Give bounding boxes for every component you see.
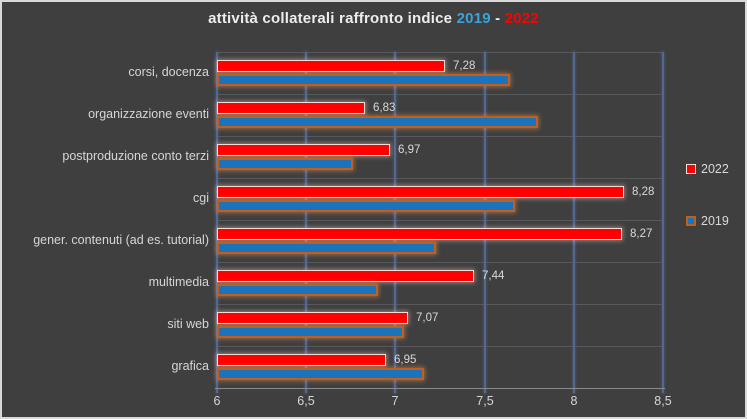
legend-swatch-2019-icon (686, 216, 696, 226)
category-label: siti web (167, 317, 209, 331)
row-separator (217, 94, 663, 95)
category-label: multimedia (148, 275, 209, 289)
bar-2022[interactable] (217, 186, 624, 198)
legend: 2022 2019 (686, 162, 729, 266)
bar-2019[interactable] (217, 158, 353, 170)
bar-2019[interactable] (217, 284, 378, 296)
bar-label: 8,27 (630, 228, 653, 240)
x-axis-line (215, 388, 665, 389)
bar-2019[interactable] (217, 200, 515, 212)
bar-label: 7,07 (416, 312, 439, 324)
row-separator (217, 304, 663, 305)
category-label: grafica (171, 359, 209, 373)
chart-title-separator: - (490, 10, 505, 27)
legend-label: 2019 (701, 214, 729, 228)
x-tick-label: 8,5 (654, 394, 672, 408)
category-label: cgi (193, 191, 209, 205)
bar-2022[interactable] (217, 354, 386, 366)
bar-label: 7,28 (453, 60, 476, 72)
category-label: postproduzione conto terzi (62, 149, 209, 163)
chart-title-text: attività collaterali raffronto indice (208, 10, 457, 27)
legend-item-2022[interactable]: 2022 (686, 162, 729, 176)
bar-label: 7,44 (482, 270, 505, 282)
chart-title-year-2019: 2019 (456, 10, 491, 27)
bar-2019[interactable] (217, 368, 424, 380)
plot-area[interactable]: 7,28 6,83 6,97 8,28 8,27 7,44 7,07 6,95 (215, 52, 665, 393)
bar-label: 6,95 (394, 354, 417, 366)
legend-label: 2022 (701, 162, 729, 176)
x-tick-label: 6 (213, 394, 221, 408)
x-tick-label: 8 (570, 394, 578, 408)
gridline (394, 52, 397, 393)
row-separator (217, 262, 663, 263)
gridline (572, 52, 575, 393)
bar-label: 6,83 (373, 102, 396, 114)
bar-2022[interactable] (217, 144, 390, 156)
gridline (483, 52, 486, 393)
row-separator (217, 136, 663, 137)
row-separator (217, 220, 663, 221)
category-label: gener. contenuti (ad es. tutorial) (33, 233, 209, 247)
category-label: organizzazione eventi (88, 107, 209, 121)
chart-title: attività collaterali raffronto indice 20… (2, 10, 745, 27)
x-tick-label: 6,5 (297, 394, 315, 408)
bar-2019[interactable] (217, 326, 404, 338)
bar-2019[interactable] (217, 116, 538, 128)
category-label: corsi, docenza (128, 65, 209, 79)
bar-2019[interactable] (217, 242, 436, 254)
x-tick-label: 7,5 (476, 394, 494, 408)
gridline (662, 52, 664, 393)
chart-title-year-2022: 2022 (504, 10, 539, 27)
row-separator (217, 178, 663, 179)
legend-item-2019[interactable]: 2019 (686, 214, 729, 228)
bar-2022[interactable] (217, 312, 408, 324)
bar-label: 8,28 (632, 186, 655, 198)
bar-2022[interactable] (217, 228, 622, 240)
gridline (216, 52, 218, 393)
x-tick-label: 7 (391, 394, 399, 408)
gridline (305, 52, 308, 393)
bar-2022[interactable] (217, 270, 474, 282)
bar-label: 6,97 (398, 144, 421, 156)
bar-2019[interactable] (217, 74, 510, 86)
bar-2022[interactable] (217, 102, 365, 114)
row-separator (217, 52, 663, 53)
bar-2022[interactable] (217, 60, 445, 72)
legend-swatch-2022-icon (686, 164, 696, 174)
row-separator (217, 346, 663, 347)
